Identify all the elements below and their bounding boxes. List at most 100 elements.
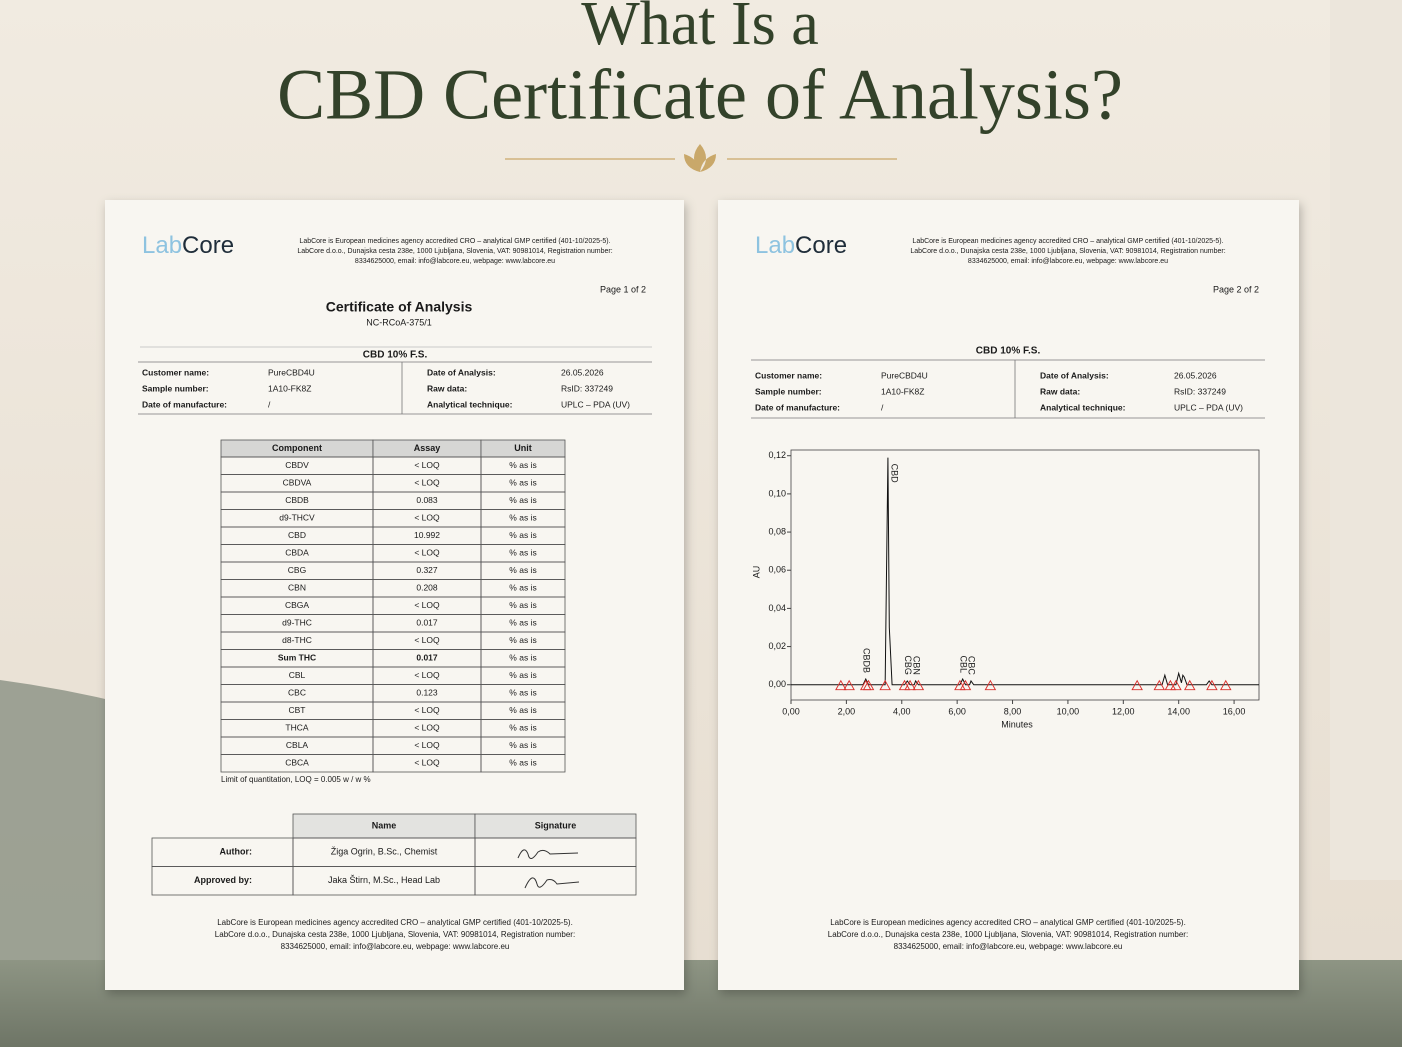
table-cell-text: < LOQ (414, 460, 440, 470)
info-label: Sample number: (755, 386, 822, 396)
integration-mark (1206, 679, 1218, 691)
peak-label: CBL (958, 655, 968, 673)
peak-label: CBD (890, 464, 900, 484)
table-cell-text: < LOQ (414, 548, 440, 558)
x-tick-label: 14,00 (1167, 706, 1190, 716)
x-tick-label: 12,00 (1112, 706, 1135, 716)
x-tick-label: 2,00 (838, 706, 856, 716)
table-cell-text: < LOQ (414, 758, 440, 768)
peak-label: CBDB (861, 648, 871, 673)
product: CBD 10% F.S. (976, 346, 1041, 357)
table-cell-text: < LOQ (414, 740, 440, 750)
table-cell-text: < LOQ (414, 705, 440, 715)
info-label: Customer name: (142, 367, 209, 377)
integration-mark (1220, 679, 1232, 691)
footer-line: LabCore d.o.o., Dunajska cesta 238e, 100… (215, 930, 575, 939)
y-tick-label: 0,04 (768, 603, 786, 613)
table-cell-text: % as is (509, 583, 536, 593)
table-cell-text: % as is (509, 688, 536, 698)
table-cell-text: 10.992 (414, 530, 440, 540)
x-tick-label: 16,00 (1223, 706, 1246, 716)
info-label: Date of Analysis: (1040, 370, 1109, 380)
table-cell-text: % as is (509, 478, 536, 488)
table-cell-text: % as is (509, 600, 536, 610)
x-tick-label: 8,00 (1004, 706, 1022, 716)
table-cell-text: < LOQ (414, 670, 440, 680)
info-label: Sample number: (142, 383, 209, 393)
table-cell-text: 0.123 (416, 688, 438, 698)
table-cell-text: 0.017 (416, 618, 438, 628)
integration-mark (1164, 679, 1177, 691)
paper (105, 200, 684, 990)
x-tick-label: 10,00 (1057, 706, 1080, 716)
paper (718, 200, 1299, 990)
page-number: Page 2 of 2 (1213, 284, 1259, 294)
info-value: RsID: 337249 (561, 383, 613, 393)
signature-role: Author: (220, 846, 253, 856)
x-tick-label: 6,00 (948, 706, 966, 716)
signature-name: Žiga Ogrin, B.Sc., Chemist (331, 846, 438, 856)
page-number: Page 1 of 2 (600, 284, 646, 294)
info-value: RsID: 337249 (1174, 386, 1226, 396)
footer-line: LabCore is European medicines agency acc… (830, 918, 1186, 927)
table-cell-text: CBD (288, 530, 306, 540)
table-cell-text: % as is (509, 670, 536, 680)
info-value: UPLC – PDA (UV) (1174, 402, 1243, 412)
table-cell-text: CBL (289, 670, 306, 680)
integration-mark (1131, 679, 1143, 691)
table-cell-text: % as is (509, 618, 536, 628)
info-value: 1A10-FK8Z (268, 383, 311, 393)
integration-mark (984, 679, 997, 691)
integration-mark (912, 679, 925, 691)
x-tick-label: 4,00 (893, 706, 911, 716)
table-cell-text: 0.017 (416, 653, 438, 663)
logo-part: Lab (142, 232, 182, 259)
integration-mark (1170, 679, 1182, 691)
info-label: Raw data: (427, 383, 467, 393)
table-cell-text: d8-THC (282, 635, 312, 645)
logo-part: Core (795, 232, 847, 259)
reference: NC-RCoA-375/1 (366, 317, 432, 327)
table-cell-text: CBCA (285, 758, 309, 768)
peak-label: CBN (911, 656, 921, 675)
table-header: Component (272, 443, 322, 453)
table-cell-text: % as is (509, 635, 536, 645)
peak-label: CBG (903, 655, 913, 675)
table-cell-text: < LOQ (414, 600, 440, 610)
integration-mark (862, 679, 875, 691)
info-value: 26.05.2026 (561, 367, 604, 377)
table-cell-text: CBG (288, 565, 306, 575)
y-tick-label: 0,06 (768, 565, 786, 575)
y-axis-label: AU (751, 566, 761, 579)
y-tick-label: 0,10 (768, 488, 786, 498)
table-cell-text: 0.327 (416, 565, 438, 575)
table-cell-text: % as is (509, 460, 536, 470)
product: CBD 10% F.S. (363, 350, 428, 361)
table-cell-text: % as is (509, 495, 536, 505)
integration-mark (1153, 679, 1166, 691)
table-cell (480, 754, 566, 773)
info-value: PureCBD4U (881, 370, 928, 380)
integration-mark (1184, 679, 1196, 691)
footer-line: LabCore is European medicines agency acc… (217, 918, 573, 927)
info-value: / (881, 402, 884, 412)
integration-mark (954, 679, 966, 691)
table-cell-text: 0.083 (416, 495, 438, 505)
table-note: Limit of quantitation, LOQ = 0.005 w / w… (221, 775, 371, 784)
table-cell-text: 0.208 (416, 583, 438, 593)
integration-mark (879, 679, 891, 691)
table-cell-text: CBDV (285, 460, 309, 470)
y-tick-label: 0,02 (768, 641, 786, 651)
integration-mark (835, 679, 847, 691)
table-header: Assay (414, 443, 441, 453)
signature-role: Approved by: (194, 875, 252, 885)
info-label: Customer name: (755, 370, 822, 380)
table-cell-text: % as is (509, 513, 536, 523)
table-header: Unit (514, 443, 532, 453)
table-cell-text: CBGA (285, 600, 309, 610)
column (1330, 0, 1402, 880)
plot-frame (790, 449, 1260, 701)
table-cell-text: % as is (509, 565, 536, 575)
header-line: 8334625000, email: info@labcore.eu, webp… (355, 258, 555, 265)
